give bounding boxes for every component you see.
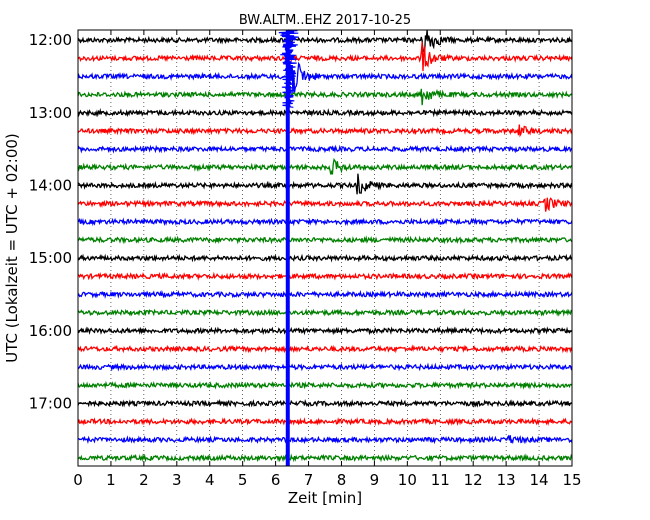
x-tick-label: 15 [562,471,581,489]
x-tick-label: 11 [431,471,450,489]
trace-1330 [77,144,573,154]
artifact-spike [278,29,299,466]
trace-1700 [77,398,573,409]
traces [77,29,573,463]
y-tick-label: 13:00 [29,104,72,122]
x-tick-label: 2 [139,471,149,489]
trace-1430 [77,217,573,227]
trace-1515 [77,271,573,281]
x-tick-label: 9 [370,471,380,489]
trace-1645 [77,380,573,390]
trace-1400 [77,173,573,195]
artifact-burst [278,29,299,108]
plot-frame [77,29,573,467]
trace-1715 [77,416,573,427]
trace-1745 [77,453,573,463]
trace-1245 [77,88,573,106]
y-tick-label: 17:00 [29,394,72,412]
trace-1315 [77,124,573,138]
y-tick-label: 15:00 [29,249,72,267]
trace-1445 [77,235,573,245]
x-tick-label: 0 [73,471,83,489]
x-tick-label: 1 [106,471,116,489]
trace-1300 [77,107,573,118]
artifact-bar [285,30,290,466]
x-axis-label: Zeit [min] [288,489,362,507]
x-axis-ticks: 0 1 2 3 4 5 6 7 8 9 10 11 12 13 14 15 [73,30,582,489]
y-tick-label: 12:00 [29,31,72,49]
trace-1630 [77,362,573,372]
y-tick-label: 16:00 [29,322,72,340]
trace-1530 [77,289,573,300]
x-tick-label: 13 [497,471,516,489]
trace-1500 [77,253,573,263]
trace-1345 [77,157,573,175]
x-tick-label: 12 [464,471,483,489]
x-tick-label: 4 [205,471,215,489]
x-tick-label: 6 [271,471,281,489]
trace-1415 [77,197,573,212]
trace-1215 [77,42,573,72]
trace-1200 [77,29,573,54]
y-axis-ticks: 12:00 13:00 14:00 15:00 16:00 17:00 [29,31,572,412]
x-tick-label: 5 [238,471,248,489]
x-tick-label: 10 [398,471,417,489]
trace-1600 [77,326,573,336]
x-tick-label: 7 [304,471,314,489]
trace-1730 [77,434,573,445]
y-tick-label: 14:00 [29,176,72,194]
x-tick-label: 3 [172,471,182,489]
chart-title: BW.ALTM..EHZ 2017-10-25 [239,13,411,28]
y-axis-label: UTC (Lokalzeit = UTC + 02:00) [3,133,21,363]
trace-1615 [77,344,573,354]
trace-1545 [77,308,573,318]
x-tick-label: 14 [530,471,549,489]
x-tick-label: 8 [337,471,347,489]
trace-1230 [77,61,573,94]
